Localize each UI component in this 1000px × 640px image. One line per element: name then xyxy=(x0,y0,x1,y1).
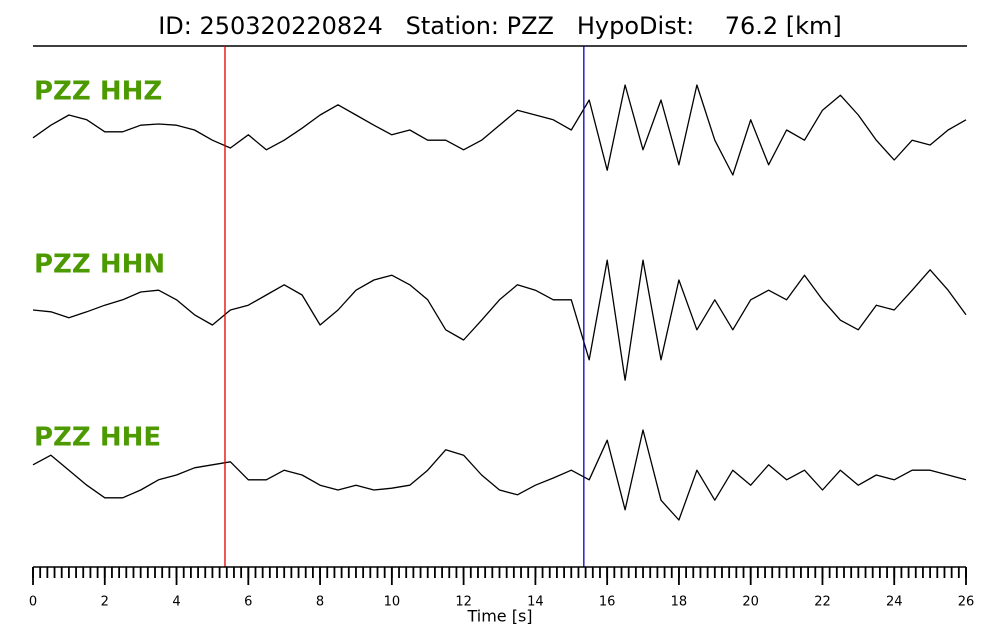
x-tick-label: 26 xyxy=(958,595,975,610)
trace-label: PZZ HHN xyxy=(34,250,165,280)
x-tick-label: 14 xyxy=(527,595,544,610)
x-tick-label: 16 xyxy=(599,595,616,610)
x-tick-label: 18 xyxy=(671,595,688,610)
trace-label: PZZ HHZ xyxy=(34,77,162,107)
x-axis-label: Time [s] xyxy=(466,607,532,626)
trace xyxy=(32,84,967,176)
x-tick-label: 2 xyxy=(101,595,109,610)
x-tick-label: 10 xyxy=(384,595,401,610)
trace xyxy=(32,429,967,521)
chart-title: ID: 250320220824 Station: PZZ HypoDist: … xyxy=(158,12,842,40)
x-tick-label: 12 xyxy=(455,595,472,610)
x-tick-label: 8 xyxy=(316,595,324,610)
x-tick-label: 0 xyxy=(29,595,37,610)
trace xyxy=(32,259,967,381)
x-tick-label: 20 xyxy=(742,595,759,610)
x-tick-label: 22 xyxy=(814,595,831,610)
x-tick-label: 24 xyxy=(886,595,903,610)
trace-label: PZZ HHE xyxy=(34,423,161,453)
x-tick-label: 4 xyxy=(172,595,180,610)
x-tick-label: 6 xyxy=(244,595,252,610)
